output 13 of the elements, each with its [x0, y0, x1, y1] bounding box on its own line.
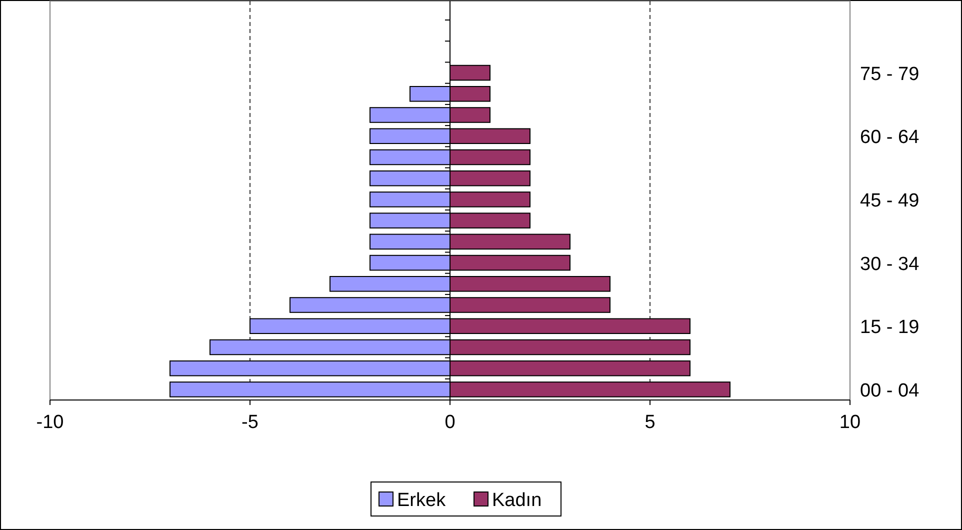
y-tick-label: 75 - 79 — [860, 64, 920, 85]
x-tick-label: 10 — [839, 412, 861, 433]
x-tick-label: 5 — [644, 412, 656, 433]
y-tick-label: 15 - 19 — [860, 317, 920, 338]
y-tick-label: 30 - 34 — [860, 254, 920, 275]
y-tick-label: 45 - 49 — [860, 190, 920, 212]
legend-label: Kadın — [492, 490, 542, 511]
x-tick-label: 0 — [444, 412, 456, 433]
legend-label: Erkek — [397, 490, 446, 511]
y-tick-label: 60 - 64 — [860, 127, 920, 148]
x-tick-label: -10 — [36, 412, 64, 433]
x-tick-label: -5 — [242, 412, 258, 433]
y-tick-label: 00 - 04 — [860, 380, 920, 402]
